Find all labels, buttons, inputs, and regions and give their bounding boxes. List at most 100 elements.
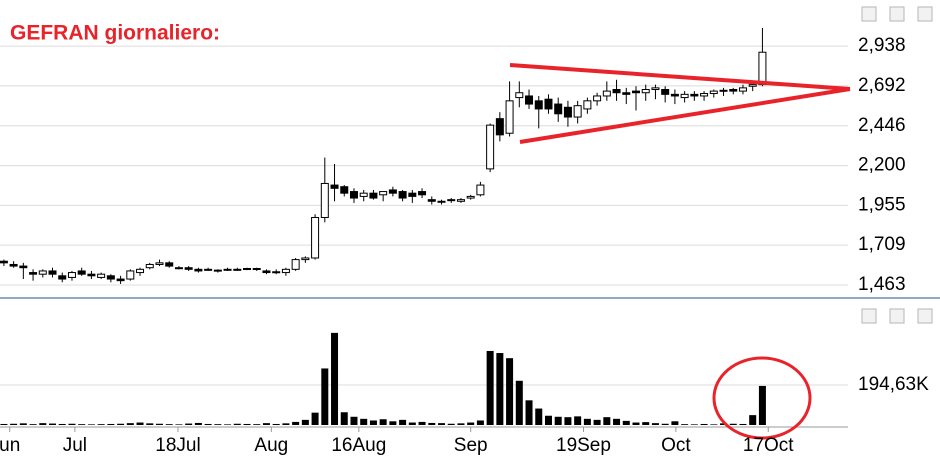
candle-body xyxy=(709,90,718,95)
candle-body xyxy=(748,84,757,87)
volume-bar xyxy=(331,332,339,425)
volume-bar xyxy=(622,420,630,425)
x-tick-label: Oct xyxy=(661,435,691,456)
volume-bar xyxy=(68,423,76,425)
volume-bar xyxy=(321,368,329,425)
volume-bar xyxy=(690,424,698,425)
candle-body xyxy=(622,92,631,95)
candle-body xyxy=(330,184,339,189)
candle-body xyxy=(486,124,495,170)
candle-body xyxy=(320,182,329,218)
candle-body xyxy=(544,98,553,110)
close-button[interactable] xyxy=(917,308,933,324)
candle-body xyxy=(194,268,203,272)
minimize-button[interactable] xyxy=(861,308,877,324)
candle-body xyxy=(9,263,18,267)
volume-bar xyxy=(758,385,766,425)
candle-body xyxy=(719,89,728,92)
volume-bar xyxy=(739,423,747,425)
y-tick-label: 194,63K xyxy=(858,374,929,395)
x-tick-label: Aug xyxy=(254,435,288,456)
candle-body xyxy=(38,270,47,275)
volume-bar xyxy=(564,417,572,425)
window-buttons[interactable] xyxy=(861,6,933,324)
candle-body xyxy=(593,95,602,102)
volume-bar xyxy=(729,423,737,425)
volume-bar xyxy=(10,423,18,425)
volume-bar xyxy=(700,423,708,425)
candle-body xyxy=(165,262,174,267)
y-tick-label: 2,692 xyxy=(858,75,906,96)
candle-body xyxy=(48,270,57,275)
maximize-button[interactable] xyxy=(889,6,905,22)
candle-body xyxy=(87,273,96,277)
candle-body xyxy=(466,195,475,199)
candle-body xyxy=(729,88,738,92)
candle-body xyxy=(505,100,514,134)
volume-bar xyxy=(165,424,173,425)
x-tick-label: 16Aug xyxy=(331,435,386,456)
candle-body xyxy=(408,192,417,197)
volume-bar xyxy=(544,415,552,425)
candle-body xyxy=(116,278,125,282)
candle-body xyxy=(281,268,290,274)
candle-body xyxy=(106,275,115,280)
candle-body xyxy=(213,269,222,272)
candle-body xyxy=(77,270,86,275)
volume-bar xyxy=(272,423,280,425)
maximize-button[interactable] xyxy=(889,308,905,324)
candle-body xyxy=(641,88,650,94)
candle-body xyxy=(145,263,154,269)
candle-body xyxy=(243,268,252,271)
candle-body xyxy=(252,268,261,271)
volume-bar xyxy=(476,420,484,425)
candle-body xyxy=(67,272,76,278)
candle-body xyxy=(632,90,640,94)
candle-body xyxy=(418,191,427,196)
candle-body xyxy=(398,191,407,199)
y-tick-label: 2,938 xyxy=(858,35,906,56)
candle-body xyxy=(525,95,534,105)
candle-body xyxy=(19,265,28,269)
volume-bar xyxy=(457,423,465,425)
x-tick-label: Jul xyxy=(63,435,87,456)
candle-body xyxy=(126,270,135,280)
candle-body xyxy=(670,93,679,97)
candle-body xyxy=(349,191,358,199)
volume-bar xyxy=(340,412,348,425)
volume-bar xyxy=(428,422,436,425)
candle-body xyxy=(661,88,670,95)
chart-title: GEFRAN giornaliero: xyxy=(10,22,220,45)
candle-body xyxy=(136,268,145,274)
trendline xyxy=(509,63,851,91)
x-tick-label: un xyxy=(0,435,20,456)
volume-bar xyxy=(642,422,650,425)
volume-bar xyxy=(19,423,27,425)
volume-bar xyxy=(224,424,232,425)
close-button[interactable] xyxy=(917,6,933,22)
x-tick-label: Sep xyxy=(454,435,488,456)
volume-bar xyxy=(282,423,290,425)
candle-body xyxy=(174,267,183,270)
candle-body xyxy=(690,93,699,97)
volume-bar xyxy=(204,423,212,425)
volume-bar xyxy=(438,423,446,425)
trendline xyxy=(519,87,851,144)
volume-bar xyxy=(97,424,105,425)
x-tick-label: 19Sep xyxy=(556,435,611,456)
y-tick-label: 1,709 xyxy=(858,234,906,255)
volume-bar xyxy=(49,423,57,425)
volume-bar xyxy=(360,418,368,425)
candle-body xyxy=(476,184,485,196)
volume-bar xyxy=(447,423,455,425)
volume-bar xyxy=(408,422,416,425)
volume-bar xyxy=(29,424,37,425)
volume-bar xyxy=(749,415,757,425)
volume-bar xyxy=(574,416,582,425)
minimize-button[interactable] xyxy=(861,6,877,22)
volume-bar xyxy=(583,418,591,425)
candle-body xyxy=(184,267,193,270)
volume-bar xyxy=(515,380,523,425)
candle-body xyxy=(311,216,320,259)
